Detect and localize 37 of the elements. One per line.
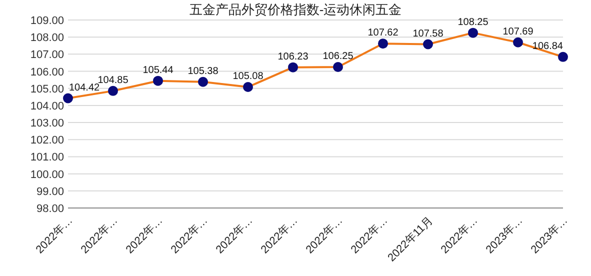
point	[378, 38, 388, 49]
point	[153, 76, 163, 86]
point	[288, 62, 298, 72]
y-tick-label: 102.00	[30, 134, 64, 147]
y-tick-label: 98.00	[36, 203, 64, 215]
data-label: 107.58	[412, 28, 444, 40]
y-tick-label: 100.00	[30, 168, 64, 181]
chart-title: 五金产品外贸价格指数-运动休闲五金	[189, 2, 402, 17]
point	[63, 93, 73, 104]
y-tick-label: 107.00	[30, 49, 64, 62]
point	[108, 86, 118, 96]
data-label: 104.85	[98, 74, 129, 86]
data-label: 108.25	[458, 16, 489, 28]
y-tick-label: 108.00	[30, 32, 64, 44]
data-label: 107.62	[368, 28, 399, 39]
point	[558, 52, 568, 62]
data-label: 107.69	[502, 26, 534, 38]
y-tick-label: 104.00	[30, 100, 64, 112]
data-label: 106.23	[278, 51, 309, 62]
data-label: 105.08	[232, 70, 264, 82]
data-label: 105.44	[142, 64, 174, 76]
y-tick-label: 109.00	[30, 15, 64, 27]
point	[198, 76, 208, 87]
data-label: 105.38	[188, 66, 219, 77]
y-tick-label: 106.00	[30, 66, 64, 78]
y-tick-label: 101.00	[30, 152, 64, 164]
point	[468, 28, 478, 38]
data-label: 106.84	[532, 40, 564, 52]
point	[243, 82, 253, 92]
data-label: 104.42	[69, 82, 100, 94]
y-tick-label: 105.00	[30, 83, 64, 96]
y-tick-label: 103.00	[30, 118, 64, 130]
point	[423, 39, 433, 50]
point	[333, 62, 343, 72]
point	[513, 37, 523, 48]
y-tick-label: 99.00	[36, 186, 64, 198]
data-label: 106.25	[322, 51, 354, 62]
